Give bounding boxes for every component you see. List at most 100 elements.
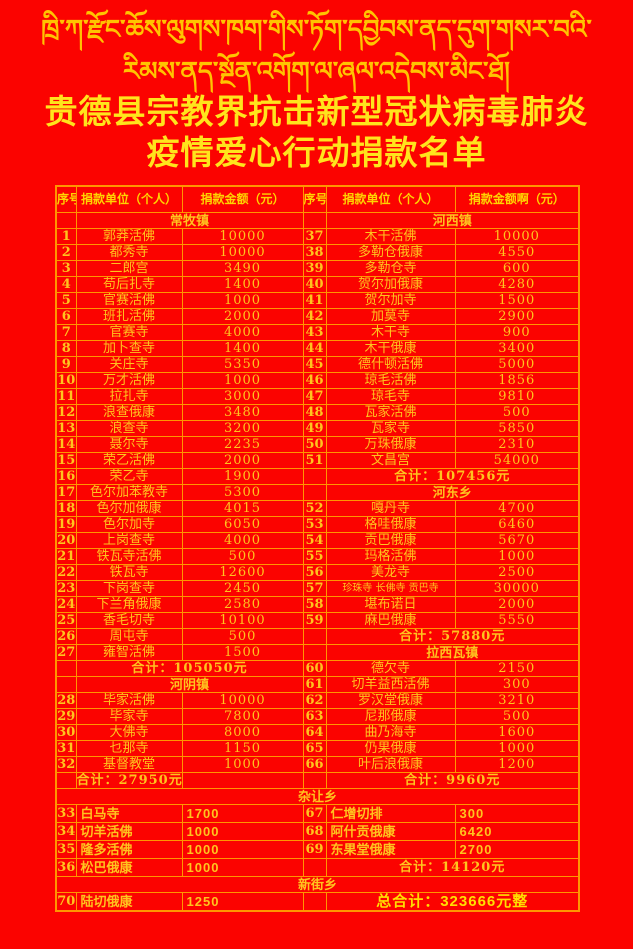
donor-name-cell: 关庄寺 bbox=[75, 356, 183, 373]
donor-name-cell: 德欠寺 bbox=[325, 660, 456, 677]
amount-cell: 4000 bbox=[181, 324, 304, 341]
row-index-cell: 23 bbox=[55, 580, 77, 597]
row-index-cell: 38 bbox=[302, 244, 327, 261]
amount-cell: 300 bbox=[454, 804, 580, 823]
row-index-cell: 41 bbox=[302, 292, 327, 309]
donor-name-cell: 东果堂俄康 bbox=[325, 840, 456, 859]
table-row: 29 毕家寺 7800 63 尼那俄康 500 bbox=[55, 708, 580, 725]
amount-cell: 6460 bbox=[454, 516, 580, 533]
row-index-cell: 57 bbox=[302, 580, 327, 597]
donor-name-cell: 木干活佛 bbox=[325, 228, 456, 245]
donor-name-cell: 隆多活佛 bbox=[75, 840, 183, 859]
row-index-cell: 46 bbox=[302, 372, 327, 389]
table-row: 15 荣乙活佛 2000 51 文昌宫 54000 bbox=[55, 452, 580, 469]
donor-name-cell: 官赛寺 bbox=[75, 324, 183, 341]
row-index-cell: 51 bbox=[302, 452, 327, 469]
amount-cell: 10000 bbox=[454, 228, 580, 245]
table-row: 19 色尔加寺 6050 53 格哇俄康 6460 bbox=[55, 516, 580, 533]
amount-cell: 500 bbox=[454, 404, 580, 421]
donor-name-cell: 色尔加寺 bbox=[75, 516, 183, 533]
subtotal-cell: 合计：14120元 bbox=[325, 858, 580, 877]
township-span-row: 杂让乡 bbox=[55, 788, 580, 805]
index-header-cell: 序号 bbox=[55, 185, 77, 213]
amount-cell: 1400 bbox=[181, 340, 304, 357]
donor-name-cell: 木干俄康 bbox=[325, 340, 456, 357]
donor-name-cell: 曲乃海寺 bbox=[325, 724, 456, 741]
donor-name-cell: 木干寺 bbox=[325, 324, 456, 341]
row-index-cell bbox=[55, 772, 77, 789]
row-index-cell: 50 bbox=[302, 436, 327, 453]
table-row: 8 加卜查寺 1400 44 木干俄康 3400 bbox=[55, 340, 580, 357]
row-index-cell: 26 bbox=[55, 628, 77, 645]
amount-cell: 1150 bbox=[181, 740, 304, 757]
row-index-cell: 29 bbox=[55, 708, 77, 725]
row-index-cell: 49 bbox=[302, 420, 327, 437]
donor-name-cell: 毕家活佛 bbox=[75, 692, 183, 709]
donor-name-cell: 郭莽活佛 bbox=[75, 228, 183, 245]
donor-name-cell: 多勒仓俄康 bbox=[325, 244, 456, 261]
donor-name-cell: 雍智活佛 bbox=[75, 644, 183, 661]
subtotal-cell: 合计：9960元 bbox=[325, 772, 580, 789]
donor-name-cell: 阿什贡俄康 bbox=[325, 822, 456, 841]
donor-name-cell: 铁瓦寺 bbox=[75, 564, 183, 581]
amount-cell: 1000 bbox=[454, 740, 580, 757]
amount-cell: 500 bbox=[181, 548, 304, 565]
donor-header-cell: 捐款单位（个人） bbox=[325, 185, 456, 213]
row-index-cell: 32 bbox=[55, 756, 77, 773]
row-index-cell: 8 bbox=[55, 340, 77, 357]
amount-cell: 9810 bbox=[454, 388, 580, 405]
section-header-cell: 河阴镇 bbox=[75, 676, 304, 693]
donor-name-cell: 上岗查寺 bbox=[75, 532, 183, 549]
table-row: 30 大佛寺 8000 64 曲乃海寺 1600 bbox=[55, 724, 580, 741]
donor-name-cell: 铁瓦寺活佛 bbox=[75, 548, 183, 565]
donor-name-cell: 嘎丹寺 bbox=[325, 500, 456, 517]
row-index-cell: 18 bbox=[55, 500, 77, 517]
donor-name-cell: 都秀寺 bbox=[75, 244, 183, 261]
table-row: 70 陆切俄康 1250 总合计：323666元整 bbox=[55, 892, 580, 912]
row-index-cell bbox=[302, 858, 327, 877]
donor-name-cell: 贡巴俄康 bbox=[325, 532, 456, 549]
row-index-cell: 62 bbox=[302, 692, 327, 709]
tibetan-subtitle-line1: ཁྲི་ཀ་རྫོང་ཆོས་ལུགས་ཁག་གིས་ཏོག་དབྱིབས་ནད… bbox=[41, 15, 592, 45]
donor-name-cell: 琼毛寺 bbox=[325, 388, 456, 405]
table-row: 合计：27950元 合计：9960元 bbox=[55, 772, 580, 789]
row-index-cell: 39 bbox=[302, 260, 327, 277]
table-row: 21 铁瓦寺活佛 500 55 玛格活佛 1000 bbox=[55, 548, 580, 565]
row-index-cell: 22 bbox=[55, 564, 77, 581]
row-index-cell: 58 bbox=[302, 596, 327, 613]
row-index-cell: 33 bbox=[55, 804, 77, 823]
table-row: 32 基督教堂 1000 66 叶后浪俄康 1200 bbox=[55, 756, 580, 773]
amount-cell: 3490 bbox=[181, 260, 304, 277]
subtotal-cell: 合计：57880元 bbox=[325, 628, 580, 645]
amount-cell: 5350 bbox=[181, 356, 304, 373]
row-index-cell: 5 bbox=[55, 292, 77, 309]
row-index-cell: 28 bbox=[55, 692, 77, 709]
row-index-cell: 1 bbox=[55, 228, 77, 245]
donor-header-cell: 捐款单位（个人） bbox=[75, 185, 183, 213]
amount-cell: 1500 bbox=[181, 644, 304, 661]
donor-name-cell: 切羊活佛 bbox=[75, 822, 183, 841]
row-index-cell: 37 bbox=[302, 228, 327, 245]
amount-cell: 10100 bbox=[181, 612, 304, 629]
amount-cell: 1000 bbox=[454, 548, 580, 565]
amount-cell: 2000 bbox=[454, 596, 580, 613]
donor-name-cell: 荣乙寺 bbox=[75, 468, 183, 485]
donor-name-cell: 多勒仓寺 bbox=[325, 260, 456, 277]
row-index-cell: 10 bbox=[55, 372, 77, 389]
amount-cell: 1000 bbox=[181, 292, 304, 309]
row-index-cell: 64 bbox=[302, 724, 327, 741]
table-row: 27 雍智活佛 1500 拉西瓦镇 bbox=[55, 644, 580, 661]
row-index-cell: 70 bbox=[55, 892, 77, 912]
table-row: 33 白马寺 1700 67 仁增切排 300 bbox=[55, 804, 580, 823]
donor-name-cell: 叶后浪俄康 bbox=[325, 756, 456, 773]
table-row: 26 周屯寺 500 合计：57880元 bbox=[55, 628, 580, 645]
amount-cell: 6420 bbox=[454, 822, 580, 841]
amount-cell: 5000 bbox=[454, 356, 580, 373]
donor-name-cell: 浪查寺 bbox=[75, 420, 183, 437]
table-row: 31 乜那寺 1150 65 仍果俄康 1000 bbox=[55, 740, 580, 757]
row-index-cell: 45 bbox=[302, 356, 327, 373]
row-index-cell: 25 bbox=[55, 612, 77, 629]
row-index-cell: 42 bbox=[302, 308, 327, 325]
row-index-cell: 60 bbox=[302, 660, 327, 677]
